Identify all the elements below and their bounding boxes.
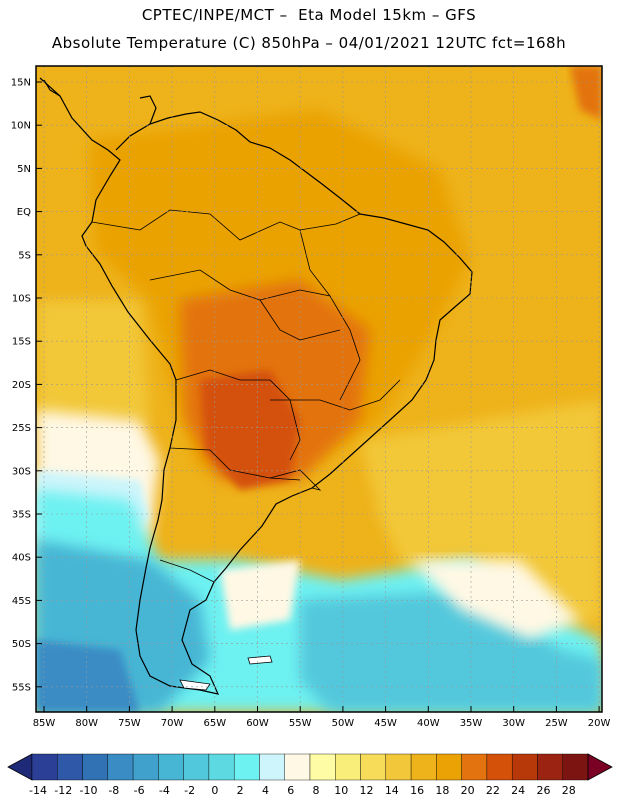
lat-label: 15S xyxy=(12,337,31,348)
colorbar-segment xyxy=(158,753,184,781)
colorbar-tick-label: 2 xyxy=(237,784,244,797)
colorbar-tick-label: -14 xyxy=(29,784,47,797)
colorbar-tick-label: 8 xyxy=(313,784,320,797)
colorbar-segment xyxy=(335,753,361,781)
temperature-field xyxy=(36,66,602,712)
colorbar-segment xyxy=(31,753,58,781)
lon-label: 30W xyxy=(502,718,525,729)
lon-label: 25W xyxy=(545,718,568,729)
title-line-model: CPTEC/INPE/MCT – Eta Model 15km – GFS xyxy=(141,6,477,24)
lon-label: 75W xyxy=(118,718,141,729)
colorbar-segment xyxy=(461,753,488,781)
colorbar-segment xyxy=(82,753,109,781)
lon-label: 85W xyxy=(33,718,56,729)
map-frame xyxy=(35,65,603,713)
colorbar-segment xyxy=(360,753,387,781)
colorbar-tick-label: 6 xyxy=(287,784,294,797)
colorbar-tick-label: -4 xyxy=(159,784,170,797)
lat-label: EQ xyxy=(17,207,31,218)
grid xyxy=(36,66,602,712)
colorbar-segment xyxy=(208,753,235,781)
lon-label: 45W xyxy=(374,718,397,729)
colorbar-segment xyxy=(183,753,210,781)
colorbar-segment xyxy=(486,753,513,781)
colorbar-segment xyxy=(233,753,260,781)
lat-label: 55S xyxy=(12,682,31,693)
colorbar-tick-label: 4 xyxy=(262,784,269,797)
colorbar-tick-label: -2 xyxy=(184,784,195,797)
colorbar-tick-label: 24 xyxy=(511,784,525,797)
lon-label: 65W xyxy=(203,718,226,729)
lat-label: 10S xyxy=(12,294,31,305)
colorbar-segment xyxy=(284,753,311,781)
colorbar-over-triangle xyxy=(587,753,613,781)
lon-label: 55W xyxy=(289,718,312,729)
colorbar: -14 -12 -10 -8 -6 -4 -2 0 2 4 6 8 10 12 14 16 18 20 22 24 26… xyxy=(7,753,613,797)
colorbar-segment xyxy=(132,753,159,781)
lat-label: 15N xyxy=(11,78,31,89)
colorbar-tick-label: -12 xyxy=(54,784,72,797)
title-line-variable: Absolute Temperature (C) 850hPa – 04/01/… xyxy=(51,34,567,52)
colorbar-tick-label: -10 xyxy=(80,784,98,797)
lat-label: 5S xyxy=(18,250,31,261)
lat-label: 5N xyxy=(17,164,31,175)
colorbar-segment xyxy=(259,753,285,781)
colorbar-segment xyxy=(511,753,538,781)
colorbar-segment xyxy=(537,753,563,781)
colorbar-tick-label: 14 xyxy=(385,784,399,797)
colorbar-segment xyxy=(57,753,83,781)
lat-label: 30S xyxy=(12,466,31,477)
lon-label: 60W xyxy=(246,718,269,729)
colorbar-segment xyxy=(385,753,412,781)
country-borders xyxy=(91,209,401,583)
colorbar-segment xyxy=(107,753,134,781)
coastline xyxy=(39,77,473,695)
colorbar-tick-label: 16 xyxy=(410,784,424,797)
lon-label: 40W xyxy=(417,718,440,729)
lat-label: 10N xyxy=(11,121,31,132)
colorbar-tick-label: -6 xyxy=(134,784,145,797)
colorbar-segment xyxy=(562,753,589,781)
lat-label: 45S xyxy=(12,596,31,607)
colorbar-segment xyxy=(436,753,462,781)
colorbar-tick-label: 0 xyxy=(211,784,218,797)
colorbar-under-triangle xyxy=(7,753,33,781)
colorbar-tick-label: 20 xyxy=(461,784,475,797)
lat-label: 20S xyxy=(12,380,31,391)
colorbar-tick-label: 28 xyxy=(562,784,576,797)
lon-label: 35W xyxy=(460,718,483,729)
colorbar-tick-label: 26 xyxy=(536,784,550,797)
colorbar-segment xyxy=(410,753,437,781)
colorbar-tick-label: 12 xyxy=(360,784,374,797)
colorbar-tick-label: 18 xyxy=(435,784,449,797)
colorbar-tick-label: -8 xyxy=(108,784,119,797)
lon-label: 70W xyxy=(161,718,184,729)
latitude-labels: 15N 10N 5N EQ 5S 10S 15S 20S 25S 30S 35S 40S 45S 50S 5… xyxy=(11,78,31,694)
lat-label: 25S xyxy=(12,423,31,434)
lat-label: 50S xyxy=(12,639,31,650)
lat-label: 40S xyxy=(12,553,31,564)
lon-label: 80W xyxy=(75,718,98,729)
colorbar-tick-label: 22 xyxy=(486,784,500,797)
longitude-labels: 85W 80W 75W 70W 65W 60W 55W 50W 45W 40W 35W 30W 25W 2… xyxy=(33,718,611,729)
lon-label: 50W xyxy=(332,718,355,729)
colorbar-segment xyxy=(309,753,336,781)
lon-label: 20W xyxy=(588,718,611,729)
colorbar-tick-label: 10 xyxy=(334,784,348,797)
lat-label: 35S xyxy=(12,510,31,521)
